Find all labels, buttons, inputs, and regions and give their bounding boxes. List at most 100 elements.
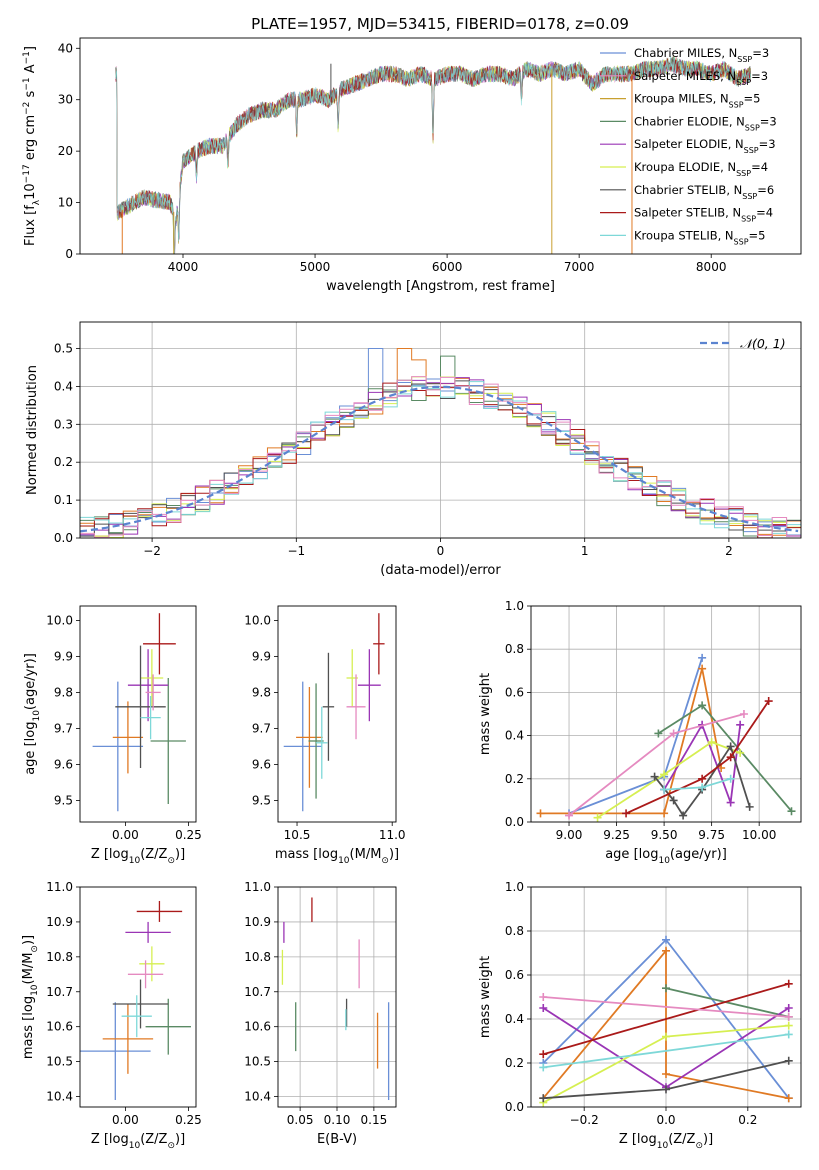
z_age-frame	[79, 605, 197, 823]
legend-text: Salpeter MILES, N	[634, 69, 736, 83]
z_weight-marker	[662, 1032, 670, 1041]
age_weight-marker	[679, 811, 688, 820]
age_weight-plot	[536, 653, 796, 822]
mass_age-xlabel-part: )]	[389, 847, 399, 862]
spectrum-legend-label: Kroupa ELODIE, NSSP=4	[634, 160, 768, 178]
age_weight-marker	[698, 774, 707, 783]
z_mass-ytick-label: 10.5	[46, 1055, 73, 1069]
legend-suffix: =4	[756, 206, 773, 220]
residuals-xtick-label: −2	[143, 544, 161, 558]
z_age-ytick-label: 9.8	[54, 685, 73, 699]
age_weight-series	[625, 700, 770, 815]
legend-sub: SSP	[744, 146, 759, 155]
residual-legend-label: 𝒩(0, 1)	[740, 336, 786, 351]
residuals-xtick-label: 0	[437, 544, 445, 558]
ebv_mass-xlabel: E(B-V)	[317, 1132, 357, 1147]
z_mass-xlabel-part: (Z/Z	[140, 1132, 167, 1147]
z_weight-series	[543, 1033, 789, 1069]
z_mass-ytick-label: 10.7	[46, 985, 73, 999]
z_age-ylabel-part: age [log	[23, 722, 38, 775]
z_age-xtick-label: 0.00	[112, 828, 139, 842]
z_mass-ytick-label: 10.9	[46, 915, 73, 929]
z_age-xlabel-part: )]	[175, 847, 185, 862]
residuals-ytick-label: 0.2	[54, 455, 73, 469]
spectrum-xtick-label: 4000	[168, 260, 199, 274]
spectrum-ylabel-part: λ	[32, 199, 42, 205]
z_mass-xtick-label: 0.00	[112, 1113, 139, 1127]
legend-suffix: =5	[744, 92, 761, 106]
legend-text: Salpeter STELIB, N	[634, 206, 741, 220]
ebv_mass-ytick-label: 10.5	[244, 1055, 271, 1069]
z_mass-xtick-label: 0.25	[175, 1113, 202, 1127]
mass_age-axes: 10.5 11.0 9.5 9.6 9.7 9.8 9.9 10.0 mass [log10(M…	[244, 605, 406, 866]
spectrum-plot	[115, 56, 751, 254]
residuals-plot	[80, 348, 801, 538]
spectrum-ylabel-part: 10	[23, 183, 38, 200]
mass_age-xlabel-part: (M/M	[350, 847, 382, 862]
z_weight-marker	[784, 1030, 793, 1039]
age_weight-marker	[707, 738, 716, 747]
mass_age-ytick-label: 10.0	[244, 613, 271, 627]
legend-text: Chabrier STELIB, N	[634, 183, 742, 197]
z_weight-series	[665, 987, 789, 1018]
age_weight-xtick-label: 9.50	[651, 828, 678, 842]
ebv_mass-xtick-label: 0.15	[361, 1113, 388, 1127]
z_mass-xlabel-part: Z [log	[91, 1132, 129, 1147]
spectrum-xtick-label: 5000	[300, 260, 331, 274]
age_weight-axes: 9.00 9.25 9.50 9.75 10.00 0.0 0.2 0.4 0.6 0.8 1.0 a…	[478, 599, 802, 866]
z_weight-frame	[530, 886, 802, 1108]
spectrum-series	[115, 56, 751, 254]
z_mass-ylabel-part: (M/M	[21, 953, 36, 985]
z_age-xtick-label: 0.25	[175, 828, 202, 842]
mass_age-ytick-label: 9.8	[252, 685, 271, 699]
mass_age-ytick-label: 9.9	[252, 649, 271, 663]
spectrum-xlabel: wavelength [Angstrom, rest frame]	[326, 279, 555, 294]
z_age-plot	[92, 613, 186, 812]
legend-sub: SSP	[736, 169, 751, 178]
ebv_mass-ytick-label: 10.6	[244, 1020, 271, 1034]
age_weight-marker	[660, 809, 669, 818]
spectrum-ylabel-part: −2	[22, 102, 32, 115]
z_age-ylabel-part: 10	[32, 710, 42, 722]
age_weight-marker	[654, 729, 663, 738]
z_mass-xlabel-part: )]	[175, 1132, 185, 1147]
z_mass-ylabel-part: 10	[30, 984, 40, 996]
spectrum-xtick-label: 6000	[432, 260, 463, 274]
age_weight-marker	[764, 697, 773, 706]
figure-title: PLATE=1957, MJD=53415, FIBERID=0178, z=0…	[251, 15, 629, 33]
ebv_mass-plot	[281, 897, 390, 1101]
ebv_mass-ytick-label: 10.7	[244, 985, 271, 999]
residuals-ytick-label: 0.4	[54, 379, 73, 393]
age_weight-marker	[650, 772, 659, 781]
panels: 4000 5000 6000 7000 8000010203040wavelength …	[21, 37, 802, 1151]
age_weight-marker	[698, 664, 707, 673]
ebv_mass-xtick-label: 0.10	[324, 1113, 351, 1127]
residuals-xtick-label: 1	[581, 544, 589, 558]
spectrum-legend-label: Kroupa STELIB, NSSP=5	[634, 228, 765, 246]
spectrum-xtick-label: 7000	[564, 260, 595, 274]
spectrum-ytick-label: 0	[65, 247, 73, 261]
z_mass-xlabel-part: ⊙	[167, 1141, 175, 1151]
z_weight-xlabel-part: ⊙	[695, 1141, 703, 1151]
z_weight-xlabel-part: )]	[703, 1132, 713, 1147]
residuals-ytick-label: 0.5	[54, 342, 73, 356]
z_weight-plot	[539, 935, 793, 1107]
spectrum-legend-label: Salpeter ELODIE, NSSP=3	[634, 137, 776, 155]
legend-sub: SSP	[734, 237, 749, 246]
z_weight-series	[543, 982, 789, 1056]
legend-text: Chabrier MILES, N	[634, 46, 737, 60]
z_weight-xtick-label: 0.2	[738, 1113, 757, 1127]
legend-text: Kroupa ELODIE, N	[634, 160, 736, 174]
age_weight-xlabel-part: age [log	[605, 847, 658, 862]
z_mass-ylabel-part: ⊙	[30, 945, 40, 953]
spectrum-legend-label: Salpeter STELIB, NSSP=4	[634, 206, 773, 224]
z_weight-ytick-label: 0.4	[505, 1012, 524, 1026]
legend-sub: SSP	[745, 123, 760, 132]
z_mass-ytick-label: 10.8	[46, 950, 73, 964]
age_weight-series	[597, 741, 741, 819]
spectrum-ylabel-part: −1	[22, 77, 32, 90]
legend-suffix: =3	[751, 69, 768, 83]
mass_age-ytick-label: 9.6	[252, 757, 271, 771]
z_weight-marker	[539, 1094, 548, 1103]
